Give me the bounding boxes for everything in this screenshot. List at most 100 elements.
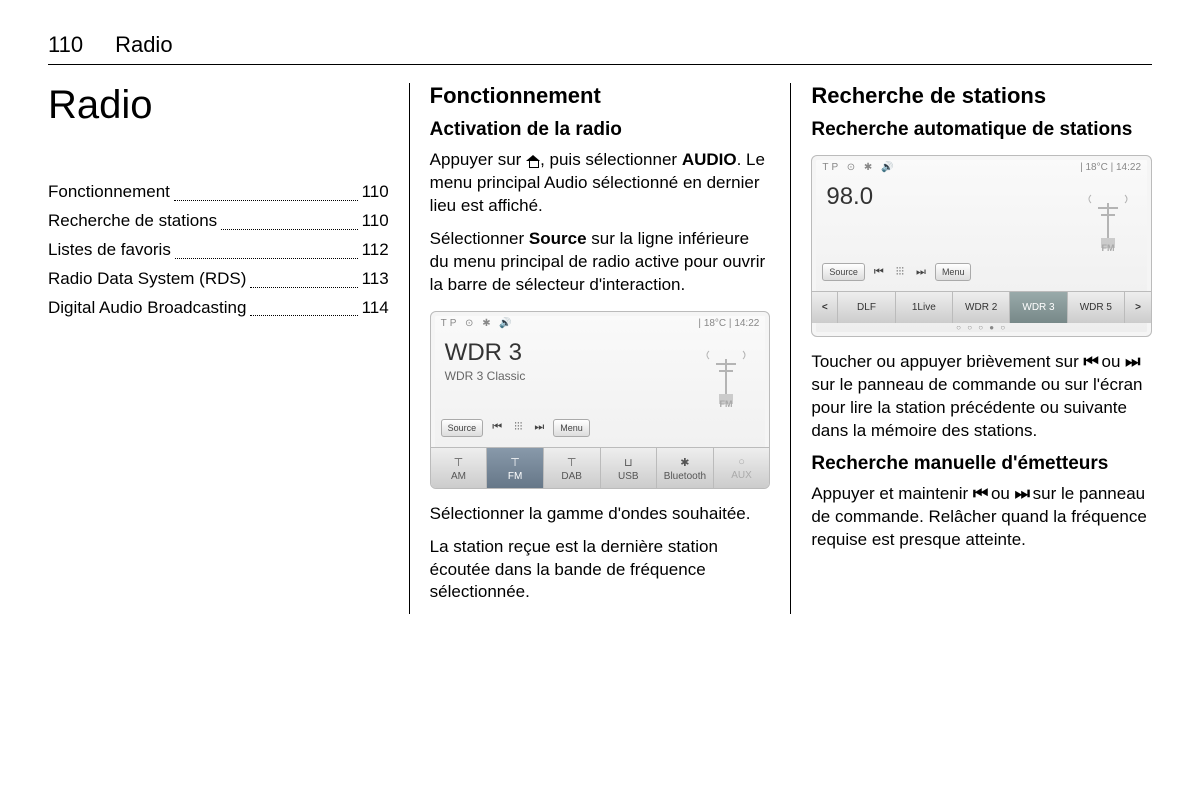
fm-icon: ⊤ [487,456,543,469]
source-button[interactable]: Source [441,419,484,437]
col-fonctionnement: Fonctionnement Activation de la radio Ap… [409,83,791,614]
source-word: Source [529,229,587,248]
h3-auto: Recherche automatique de stations [811,119,1152,141]
seek-next-icon[interactable]: ⏭ [913,266,929,279]
toc-label: Radio Data System (RDS) [48,265,246,294]
col-recherche: Recherche de stations Recherche automati… [790,83,1152,614]
control-row: Source ⏮ ⫶⫶⫶ ⏭ Menu [431,415,770,447]
source-tabs: ⊤ AM ⊤ FM ⊤ DAB ⊔ USB ✱ Bluetooth ○ AUX [431,447,770,488]
col-toc: Radio Fonctionnement 110 Recherche de st… [48,83,409,614]
page-header: 110 Radio [48,32,1152,65]
toc: Fonctionnement 110 Recherche de stations… [48,178,389,322]
page-number: 110 [48,32,83,58]
toc-row: Fonctionnement 110 [48,178,389,207]
text: Toucher ou appuyer brièvement sur [811,352,1083,371]
seek-next-icon[interactable]: ⏭ [531,421,547,434]
temp: 18°C [1085,162,1107,173]
toc-row: Listes de favoris 112 [48,236,389,265]
svg-text:FM: FM [1102,243,1115,253]
para-manual-seek: Appuyer et maintenir ⏮ ou ⏭ sur le panne… [811,483,1152,552]
preset-dlf[interactable]: DLF [838,292,895,323]
radio-screen-presets: TP ⊙ ✱ 🔊 | 18°C | 14:22 98.0 FM [811,155,1152,337]
toc-page: 110 [362,178,389,207]
source-button[interactable]: Source [822,263,865,281]
time: 14:22 [734,318,759,329]
dab-icon: ⊤ [544,456,600,469]
text: , puis sélectionner [540,150,682,169]
seek-next-icon: ⏭ [1125,352,1138,371]
preset-1live[interactable]: 1Live [896,292,953,323]
tab-aux[interactable]: ○ AUX [714,448,770,488]
toc-dots [174,178,358,201]
seek-prev-icon: ⏮ [1084,352,1097,371]
bluetooth-icon: ✱ [657,456,713,469]
toc-dots [175,236,358,259]
para-last-station: La station reçue est la dernière station… [430,536,771,605]
screen-main: WDR 3 WDR 3 Classic FM [431,335,770,415]
tab-label: USB [618,471,639,482]
toc-page: 110 [362,207,389,236]
preset-wdr2[interactable]: WDR 2 [953,292,1010,323]
para-select-band: Sélectionner la gamme d'ondes souhaitée. [430,503,771,526]
tab-fm[interactable]: ⊤ FM [487,448,544,488]
tab-am[interactable]: ⊤ AM [431,448,488,488]
seek-next-icon: ⏭ [1015,484,1028,503]
seek-prev-icon: ⏮ [973,484,986,503]
toc-label: Listes de favoris [48,236,171,265]
text: ou [1097,352,1125,371]
home-icon [526,155,540,167]
seek-prev-icon[interactable]: ⏮ [489,421,505,434]
menu-button[interactable]: Menu [553,419,590,437]
preset-next-arrow[interactable]: > [1125,292,1151,323]
toc-label: Digital Audio Broadcasting [48,294,246,323]
para-activation-1: Appuyer sur , puis sélectionner AUDIO. L… [430,149,771,218]
preset-row: < DLF 1Live WDR 2 WDR 3 WDR 5 > [812,291,1151,323]
time: 14:22 [1116,162,1141,173]
tab-label: DAB [561,471,582,482]
am-icon: ⊤ [431,456,487,469]
toc-page: 112 [362,236,389,265]
status-icons: TP ⊙ ✱ 🔊 [441,318,515,329]
preset-wdr5[interactable]: WDR 5 [1068,292,1125,323]
control-row: Source ⏮ ⫶⫶⫶ ⏭ Menu [812,259,1151,291]
para-activation-2: Sélectionner Source sur la ligne inférie… [430,228,771,297]
tab-label: AM [451,471,466,482]
status-bar: TP ⊙ ✱ 🔊 | 18°C | 14:22 [431,312,770,335]
tab-usb[interactable]: ⊔ USB [601,448,658,488]
text: ou [986,484,1014,503]
radio-screen-source: TP ⊙ ✱ 🔊 | 18°C | 14:22 WDR 3 WDR 3 Clas… [430,311,771,489]
audio-word: AUDIO [682,150,737,169]
toc-dots [221,207,357,230]
para-auto-seek: Toucher ou appuyer brièvement sur ⏮ ou ⏭… [811,351,1152,443]
tab-label: FM [508,471,522,482]
tune-icon[interactable]: ⫶⫶⫶ [511,421,525,434]
fm-tower-icon: FM [1083,193,1133,253]
text: Appuyer sur [430,150,526,169]
status-bar: TP ⊙ ✱ 🔊 | 18°C | 14:22 [812,156,1151,179]
h2-recherche: Recherche de stations [811,83,1152,109]
aux-icon: ○ [714,456,770,468]
svg-text:FM: FM [720,399,733,409]
toc-dots [250,265,357,288]
status-right: | 18°C | 14:22 [698,318,759,329]
h3-manual: Recherche manuelle d'émetteurs [811,453,1152,475]
toc-label: Recherche de stations [48,207,217,236]
tab-dab[interactable]: ⊤ DAB [544,448,601,488]
toc-dots [250,294,357,317]
toc-row: Recherche de stations 110 [48,207,389,236]
preset-wdr3[interactable]: WDR 3 [1010,292,1067,323]
screen-main: 98.0 FM [812,179,1151,259]
tab-label: Bluetooth [664,471,706,482]
tune-icon[interactable]: ⫶⫶⫶ [893,266,907,279]
tab-bluetooth[interactable]: ✱ Bluetooth [657,448,714,488]
section-name: Radio [115,32,172,58]
menu-button[interactable]: Menu [935,263,972,281]
temp: 18°C [704,318,726,329]
toc-row: Radio Data System (RDS) 113 [48,265,389,294]
preset-prev-arrow[interactable]: < [812,292,838,323]
usb-icon: ⊔ [601,456,657,469]
seek-prev-icon[interactable]: ⏮ [871,266,887,279]
tab-label: AUX [731,470,752,481]
toc-page: 113 [362,265,389,294]
toc-row: Digital Audio Broadcasting 114 [48,294,389,323]
